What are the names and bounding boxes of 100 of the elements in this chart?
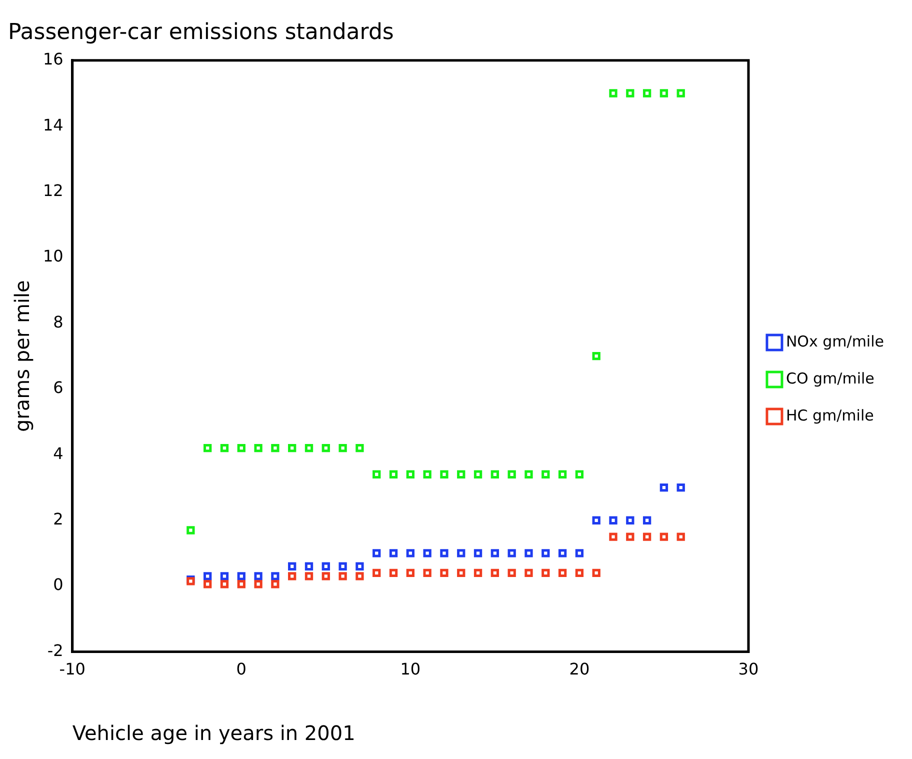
point bbox=[575, 470, 584, 478]
point bbox=[457, 470, 466, 478]
y-tick-label: 6 bbox=[53, 378, 64, 398]
point bbox=[254, 572, 262, 580]
point bbox=[508, 470, 516, 478]
point bbox=[524, 549, 533, 558]
point bbox=[642, 532, 652, 541]
point bbox=[389, 470, 398, 478]
y-tick-label: 16 bbox=[43, 50, 64, 69]
y-tick-label: 4 bbox=[53, 444, 64, 463]
x-tick-label: -10 bbox=[59, 660, 86, 679]
y-tick-label: 8 bbox=[53, 312, 64, 332]
point bbox=[220, 444, 229, 452]
point bbox=[322, 444, 330, 452]
point bbox=[592, 568, 600, 578]
point bbox=[356, 572, 364, 580]
point bbox=[660, 483, 668, 492]
point bbox=[304, 562, 314, 570]
point bbox=[490, 470, 500, 478]
point bbox=[271, 580, 280, 588]
point bbox=[457, 568, 466, 578]
x-tick-label: 30 bbox=[738, 660, 759, 679]
point bbox=[542, 568, 550, 578]
point bbox=[660, 89, 668, 98]
point bbox=[626, 89, 634, 98]
point bbox=[508, 549, 516, 558]
point bbox=[642, 516, 652, 524]
point bbox=[237, 444, 246, 452]
point bbox=[254, 580, 262, 588]
legend-label: HC gm/mile bbox=[786, 406, 874, 424]
point bbox=[474, 470, 482, 478]
point bbox=[372, 470, 381, 478]
point bbox=[575, 568, 584, 578]
point bbox=[676, 532, 685, 541]
point bbox=[288, 562, 296, 570]
point bbox=[474, 568, 482, 578]
point bbox=[490, 549, 500, 558]
point bbox=[304, 572, 314, 580]
point bbox=[204, 580, 212, 588]
point bbox=[490, 568, 500, 578]
point bbox=[322, 572, 330, 580]
point bbox=[220, 580, 229, 588]
point bbox=[204, 572, 212, 580]
point bbox=[457, 549, 466, 558]
point bbox=[508, 568, 516, 578]
point bbox=[356, 444, 364, 452]
point bbox=[558, 470, 567, 478]
point bbox=[592, 516, 600, 524]
point bbox=[389, 549, 398, 558]
point bbox=[609, 89, 618, 98]
point bbox=[356, 562, 364, 570]
point bbox=[254, 444, 262, 452]
point bbox=[609, 532, 618, 541]
chart-title: Passenger-car emissions standards bbox=[8, 20, 394, 45]
point bbox=[338, 562, 347, 570]
point bbox=[406, 568, 414, 578]
point bbox=[237, 572, 246, 580]
point bbox=[524, 568, 533, 578]
point bbox=[304, 444, 314, 452]
legend-label: CO gm/mile bbox=[786, 369, 874, 388]
point bbox=[558, 568, 567, 578]
point bbox=[338, 572, 347, 580]
point bbox=[423, 568, 432, 578]
point bbox=[204, 444, 212, 452]
point bbox=[592, 352, 600, 360]
point bbox=[186, 526, 195, 534]
point bbox=[626, 532, 634, 541]
x-tick-label: 20 bbox=[569, 660, 590, 679]
point bbox=[609, 516, 618, 524]
point bbox=[389, 568, 398, 578]
point bbox=[474, 549, 482, 558]
y-tick-label: -2 bbox=[47, 640, 64, 660]
x-axis-title: Vehicle age in years in 2001 bbox=[72, 721, 356, 746]
point bbox=[423, 470, 432, 478]
point bbox=[524, 470, 533, 478]
x-tick-label: 10 bbox=[400, 660, 421, 679]
point bbox=[288, 572, 296, 580]
point bbox=[322, 562, 330, 570]
point bbox=[372, 549, 381, 558]
point bbox=[406, 549, 414, 558]
point bbox=[423, 549, 432, 558]
point bbox=[642, 89, 652, 98]
y-tick-label: 0 bbox=[53, 575, 64, 594]
point bbox=[676, 89, 685, 98]
y-tick-label: 10 bbox=[43, 246, 64, 266]
point bbox=[575, 549, 584, 558]
point bbox=[271, 572, 280, 580]
legend-label: NOx gm/mile bbox=[786, 332, 884, 350]
point bbox=[676, 483, 685, 492]
point bbox=[271, 444, 280, 452]
point bbox=[406, 470, 414, 478]
y-tick-label: 14 bbox=[43, 115, 64, 134]
y-tick-label: 2 bbox=[53, 510, 64, 529]
point bbox=[338, 444, 347, 452]
point bbox=[440, 470, 448, 478]
point bbox=[626, 516, 634, 524]
x-tick-label: 0 bbox=[236, 660, 246, 679]
y-tick-label: 12 bbox=[43, 180, 64, 200]
point bbox=[237, 580, 246, 588]
point bbox=[660, 532, 668, 541]
